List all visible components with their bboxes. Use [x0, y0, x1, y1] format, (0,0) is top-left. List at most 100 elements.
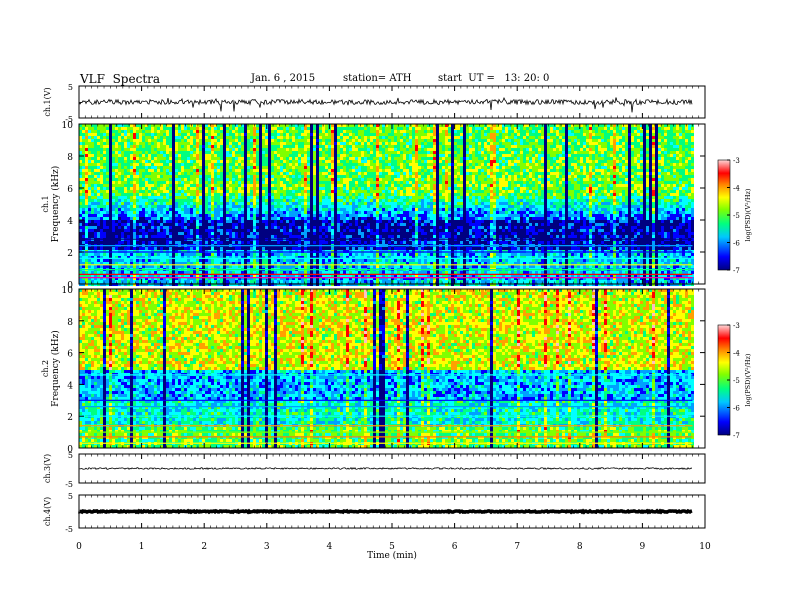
spectrogram-cell — [313, 172, 316, 175]
spectrogram-cell — [142, 232, 145, 235]
spectrogram-cell — [157, 262, 160, 265]
spectrogram-cell — [304, 277, 307, 280]
spectrogram-cell — [142, 142, 145, 145]
spectrogram-cell — [178, 133, 181, 136]
spectrogram-cell — [142, 217, 145, 220]
spectrogram-cell — [310, 148, 313, 151]
spectrogram-cell — [196, 184, 199, 187]
spectrogram-cell — [301, 211, 304, 214]
spectrogram-cell — [229, 229, 232, 232]
spectrogram-cell — [220, 160, 223, 163]
spectrogram-cell — [178, 184, 181, 187]
spectrogram-cell — [295, 223, 298, 226]
spectrogram-cell — [244, 217, 247, 220]
spectrogram-cell — [238, 190, 241, 193]
spectrogram-cell — [301, 271, 304, 274]
spectrogram-cell — [226, 169, 229, 172]
spectrogram-cell — [82, 133, 85, 136]
spectrogram-cell — [316, 256, 319, 259]
spectrogram-cell — [205, 241, 208, 244]
spectrogram-cell — [268, 178, 271, 181]
spectrogram-cell — [184, 190, 187, 193]
spectrogram-cell — [172, 235, 175, 238]
spectrogram-cell — [250, 172, 253, 175]
spectrogram-cell — [241, 133, 244, 136]
spectrogram-cell — [178, 229, 181, 232]
spectrogram-cell — [292, 190, 295, 193]
spectrogram-cell — [277, 256, 280, 259]
spectrogram-cell — [262, 136, 265, 139]
spectrogram-cell — [118, 223, 121, 226]
spectrogram-cell — [181, 259, 184, 262]
spectrogram-cell — [82, 178, 85, 181]
spectrogram-cell — [181, 145, 184, 148]
spectrogram-cell — [298, 232, 301, 235]
spectrogram-cell — [133, 265, 136, 268]
spectrogram-cell — [238, 172, 241, 175]
spectrogram-cell — [184, 139, 187, 142]
spectrogram-cell — [214, 274, 217, 277]
spectrogram-cell — [319, 226, 322, 229]
spectrogram-cell — [310, 151, 313, 154]
spectrogram-cell — [85, 130, 88, 133]
spectrogram-cell — [139, 241, 142, 244]
spectrogram-cell — [169, 151, 172, 154]
spectrogram-cell — [88, 175, 91, 178]
spectrogram-cell — [118, 184, 121, 187]
spectrogram-cell — [190, 247, 193, 250]
spectrogram-cell — [280, 214, 283, 217]
spectrogram-cell — [121, 142, 124, 145]
spectrogram-cell — [91, 193, 94, 196]
spectrogram-cell — [103, 241, 106, 244]
spectrogram-cell — [316, 202, 319, 205]
spectrogram-cell — [193, 220, 196, 223]
spectrogram-cell — [259, 241, 262, 244]
spectrogram-cell — [199, 211, 202, 214]
spectrogram-cell — [238, 169, 241, 172]
spectrogram-cell — [202, 256, 205, 259]
spectrogram-cell — [136, 208, 139, 211]
spectrogram-cell — [190, 277, 193, 280]
spectrogram-cell — [286, 172, 289, 175]
spectrogram-cell — [193, 184, 196, 187]
spectrogram-cell — [178, 175, 181, 178]
spectrogram-cell — [148, 265, 151, 268]
spectrogram-cell — [223, 124, 226, 127]
spectrogram-cell — [193, 187, 196, 190]
spectrogram-cell — [85, 265, 88, 268]
spectrogram-cell — [175, 187, 178, 190]
spectrogram-cell — [106, 247, 109, 250]
spectrogram-cell — [187, 166, 190, 169]
spectrogram-cell — [169, 187, 172, 190]
spectrogram-cell — [148, 130, 151, 133]
spectrogram-cell — [199, 277, 202, 280]
spectrogram-cell — [118, 133, 121, 136]
spectrogram-cell — [91, 172, 94, 175]
spectrogram-cell — [295, 229, 298, 232]
spectrogram-cell — [148, 178, 151, 181]
spectrogram-cell — [94, 142, 97, 145]
spectrogram-cell — [223, 256, 226, 259]
spectrogram-cell — [139, 181, 142, 184]
spectrogram-cell — [127, 229, 130, 232]
spectrogram-cell — [121, 262, 124, 265]
spectrogram-cell — [304, 226, 307, 229]
spectrogram-cell — [115, 205, 118, 208]
spectrogram-cell — [256, 163, 259, 166]
spectrogram-cell — [88, 229, 91, 232]
spectrogram-cell — [88, 145, 91, 148]
spectrogram-cell — [175, 181, 178, 184]
spectrogram-cell — [268, 181, 271, 184]
spectrogram-cell — [115, 193, 118, 196]
spectrogram-cell — [112, 148, 115, 151]
spectrogram-cell — [109, 265, 112, 268]
spectrogram-cell — [115, 142, 118, 145]
spectrogram-cell — [217, 220, 220, 223]
spectrogram-cell — [202, 205, 205, 208]
spectrogram-cell — [124, 262, 127, 265]
spectrogram-cell — [211, 133, 214, 136]
spectrogram-cell — [292, 217, 295, 220]
spectrogram-cell — [157, 223, 160, 226]
spectrogram-cell — [238, 280, 241, 283]
spectrogram-cell — [163, 124, 166, 127]
